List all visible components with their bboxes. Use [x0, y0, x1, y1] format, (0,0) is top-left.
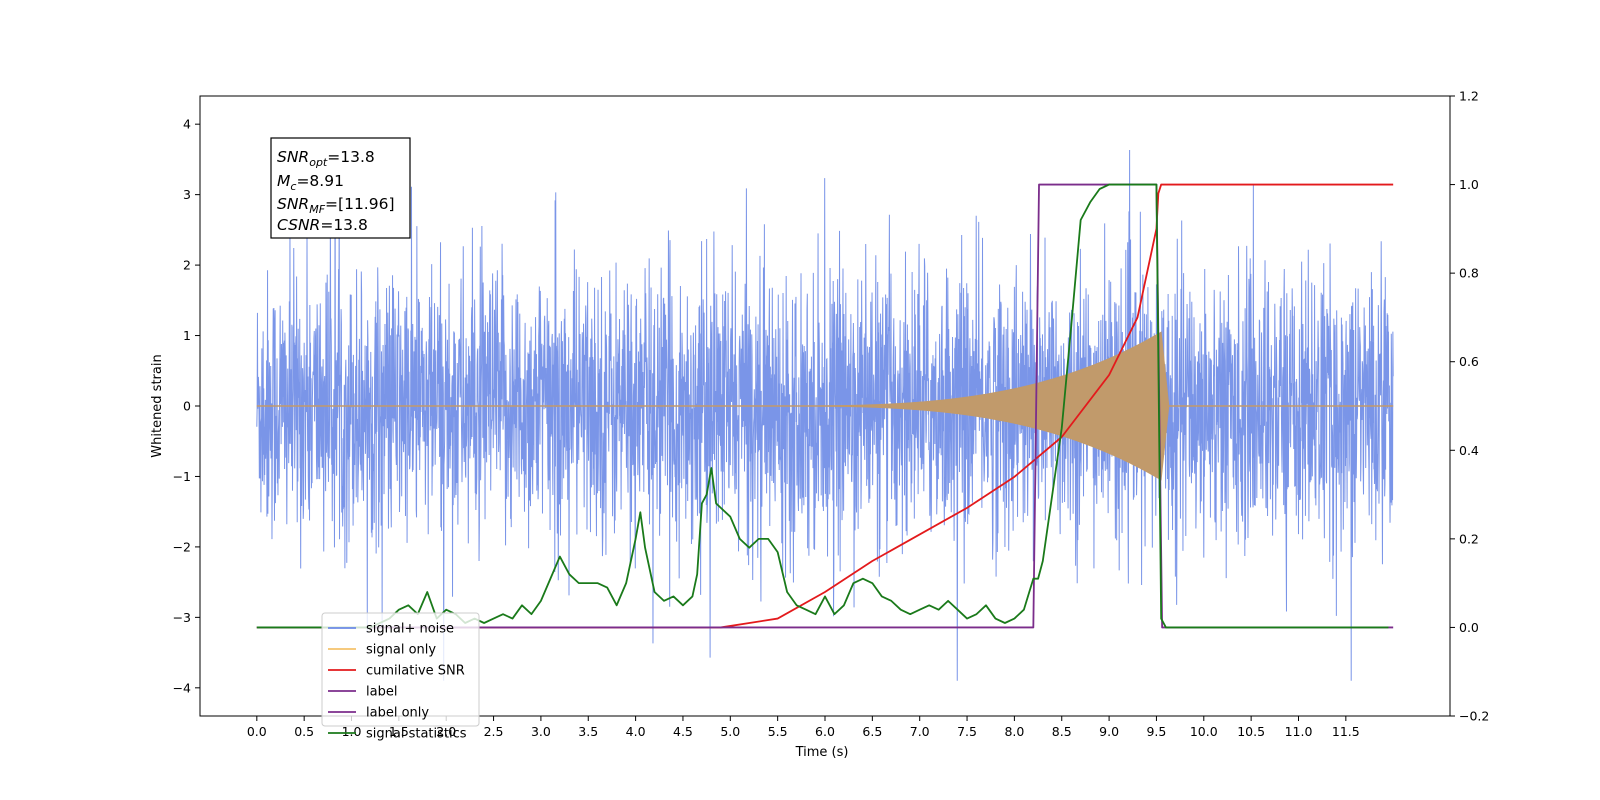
legend-label: signal statistics: [366, 727, 467, 742]
x-tick-label: 7.5: [957, 724, 977, 739]
y-right-tick-label: 0.4: [1459, 443, 1479, 458]
x-axis-label: Time (s): [795, 745, 849, 760]
legend-label: signal+ noise: [366, 622, 454, 637]
x-tick-label: 3.5: [578, 724, 598, 739]
mc-text: Mc=8.91: [277, 172, 344, 193]
annotation-box: SNRopt=13.8 Mc=8.91 SNRMF=[11.96] CSNR=1…: [270, 137, 411, 239]
x-axis: 0.0 0.5 1.0 1.5 2.0 2.5 3.0 3.5 4.0 4.5 5.0 5.5 6.0 6…: [247, 716, 1360, 739]
x-tick-label: 8.5: [1052, 724, 1072, 739]
x-tick-label: 4.0: [626, 724, 646, 739]
y-right-tick-label: 0.0: [1459, 620, 1479, 635]
x-tick-label: 2.0: [436, 724, 456, 739]
x-tick-label: 6.0: [815, 724, 835, 739]
y-tick-label: 0: [183, 399, 191, 414]
y-right-tick-label: 1.2: [1459, 89, 1479, 104]
snr-mf-text: SNRMF=[11.96]: [277, 195, 395, 216]
x-tick-label: 2.5: [484, 724, 504, 739]
x-tick-label: 4.5: [673, 724, 693, 739]
x-tick-label: 0.0: [247, 724, 267, 739]
x-tick-label: 8.0: [1004, 724, 1024, 739]
snr-mf-value: =[11.96]: [325, 195, 394, 213]
x-tick-label: 9.5: [1146, 724, 1166, 739]
y-tick-label: 2: [183, 258, 191, 273]
x-tick-label: 5.5: [768, 724, 788, 739]
y-axis-right: 1.2 1.0 0.8 0.6 0.4 0.2 0.0 −0.2: [1450, 89, 1489, 724]
mc-value: =8.91: [296, 172, 344, 190]
x-tick-label: 6.5: [862, 724, 882, 739]
y-right-tick-label: 0.2: [1459, 531, 1479, 546]
x-tick-label: 7.0: [910, 724, 930, 739]
signal-only-series: [256, 331, 1394, 481]
x-tick-label: 11.5: [1332, 724, 1360, 739]
y-tick-label: −2: [173, 539, 191, 554]
y-right-tick-label: −0.2: [1459, 709, 1489, 724]
x-tick-label: 9.0: [1099, 724, 1119, 739]
y-right-tick-label: 0.6: [1459, 354, 1479, 369]
x-tick-label: 1.5: [389, 724, 409, 739]
y-right-tick-label: 0.8: [1459, 266, 1479, 281]
snr-opt-value: =13.8: [327, 148, 375, 166]
y-tick-label: −3: [173, 610, 191, 625]
legend-frame: [321, 612, 480, 727]
y-tick-label: 1: [183, 328, 191, 343]
y-tick-label: −1: [173, 469, 191, 484]
x-tick-label: 5.0: [720, 724, 740, 739]
y-axis-label: Whitened strain: [150, 354, 165, 457]
x-tick-label: 10.5: [1237, 724, 1265, 739]
x-tick-label: 0.5: [294, 724, 314, 739]
right-axis-series: [256, 183, 1394, 629]
legend-label: label only: [366, 706, 429, 721]
legend-label: label: [366, 685, 397, 700]
y-tick-label: 3: [183, 187, 191, 202]
y-axis-left: 4 3 2 1 0 −1 −2 −3 −4: [173, 117, 200, 695]
signal-noise-line: [256, 139, 1394, 681]
annotation-frame: [270, 137, 411, 239]
legend-label: cumilative SNR: [366, 664, 465, 679]
signal-noise-series: [256, 139, 1394, 681]
legend-label: signal only: [366, 643, 436, 658]
y-tick-label: −4: [173, 680, 191, 695]
signal-only-chirp: [758, 331, 1170, 481]
y-right-tick-label: 1.0: [1459, 177, 1479, 192]
csnr-text: CSNR=13.8: [277, 216, 368, 234]
y-tick-label: 4: [183, 117, 191, 132]
series-line-cumilative-snr: [256, 183, 1394, 629]
csnr-value: =13.8: [320, 216, 368, 234]
x-tick-label: 11.0: [1285, 724, 1313, 739]
x-tick-label: 3.0: [531, 724, 551, 739]
x-tick-label: 10.0: [1190, 724, 1218, 739]
legend: signal+ noise signal only cumilative SNR la…: [321, 612, 480, 742]
x-tick-label: 1.0: [342, 724, 362, 739]
snr-opt-text: SNRopt=13.8: [277, 148, 375, 169]
series-line-signal-statistics: [256, 183, 1389, 629]
